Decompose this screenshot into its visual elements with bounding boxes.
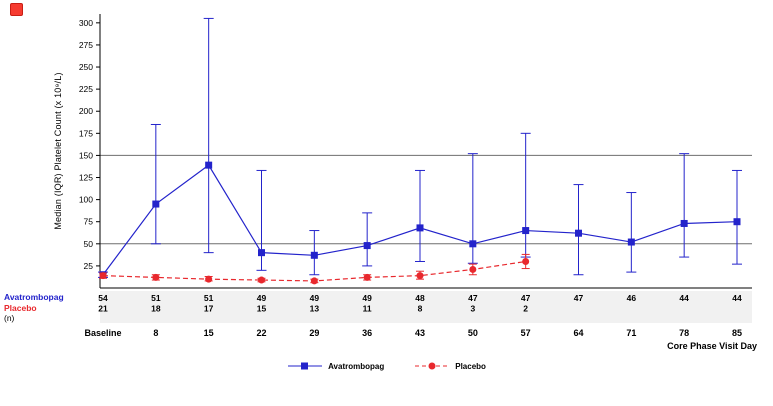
n-value: 21 xyxy=(98,304,108,314)
y-tick-label: 125 xyxy=(79,173,93,183)
n-table-band xyxy=(100,291,752,323)
broken-image-icon xyxy=(10,3,23,16)
n-value: 18 xyxy=(151,304,161,314)
n-value: 47 xyxy=(574,293,584,303)
n-value: 15 xyxy=(257,304,267,314)
y-tick-label: 150 xyxy=(79,150,93,160)
n-value: 51 xyxy=(151,293,161,303)
x-tick-label: Baseline xyxy=(84,328,121,338)
n-value: 49 xyxy=(310,293,320,303)
marker-square xyxy=(205,161,213,169)
x-tick-label: 43 xyxy=(415,328,425,338)
marker-square xyxy=(627,238,635,246)
n-value: 2 xyxy=(523,304,528,314)
legend-item-avatrombopag: Avatrombopag xyxy=(287,361,384,371)
y-tick-label: 225 xyxy=(79,84,93,94)
x-tick-label: 15 xyxy=(204,328,214,338)
marker-circle xyxy=(152,273,160,281)
marker-square xyxy=(310,251,318,259)
y-tick-label: 275 xyxy=(79,40,93,50)
marker-circle xyxy=(469,265,477,273)
marker-square xyxy=(363,242,371,250)
n-value: 44 xyxy=(679,293,689,303)
series-label-placebo: Placebo xyxy=(4,302,37,313)
y-axis-title: Median (IQR) Platelet Count (x 10⁹/L) xyxy=(53,72,63,230)
marker-circle xyxy=(363,273,371,281)
legend-item-placebo: Placebo xyxy=(414,361,486,371)
marker-square xyxy=(416,224,424,232)
x-axis-title: Core Phase Visit Day xyxy=(667,341,757,351)
marker-square xyxy=(733,218,741,226)
n-value: 3 xyxy=(470,304,475,314)
y-tick-label: 50 xyxy=(84,239,94,249)
n-value: 13 xyxy=(310,304,320,314)
y-tick-label: 250 xyxy=(79,62,93,72)
n-table-label: (n) xyxy=(4,313,15,323)
x-tick-label: 8 xyxy=(153,328,158,338)
x-tick-label: 22 xyxy=(256,328,266,338)
legend-circle-marker xyxy=(428,362,436,370)
legend-label-avatrombopag: Avatrombopag xyxy=(328,361,385,371)
n-value: 49 xyxy=(362,293,372,303)
marker-circle xyxy=(258,276,265,284)
legend-marker-avatrombopag xyxy=(288,362,323,370)
legend: Avatrombopag Placebo xyxy=(0,361,773,371)
n-value: 48 xyxy=(415,293,425,303)
n-value: 51 xyxy=(204,293,214,303)
marker-square xyxy=(258,249,265,257)
n-value: 47 xyxy=(468,293,478,303)
legend-square-marker xyxy=(301,362,309,370)
y-tick-label: 100 xyxy=(79,195,93,205)
y-tick-label: 75 xyxy=(84,217,94,227)
y-tick-label: 300 xyxy=(79,18,93,28)
marker-circle xyxy=(205,275,213,283)
y-tick-label: 200 xyxy=(79,106,93,116)
marker-square xyxy=(522,227,530,235)
n-value: 54 xyxy=(98,293,108,303)
x-tick-label: 36 xyxy=(362,328,372,338)
marker-circle xyxy=(416,272,424,280)
marker-square xyxy=(469,240,477,248)
legend-marker-placebo xyxy=(415,362,450,370)
y-tick-label: 25 xyxy=(84,261,94,271)
n-value: 44 xyxy=(732,293,742,303)
series-label-avatrombopag: Avatrombopag xyxy=(4,292,64,302)
marker-circle xyxy=(99,272,107,280)
legend-label-placebo: Placebo xyxy=(455,361,486,371)
marker-square xyxy=(680,219,688,227)
x-tick-label: 71 xyxy=(626,328,636,338)
n-value: 46 xyxy=(627,293,637,303)
x-tick-label: 85 xyxy=(732,328,742,338)
n-value: 17 xyxy=(204,304,214,314)
x-tick-label: 64 xyxy=(573,328,583,338)
n-value: 47 xyxy=(521,293,531,303)
marker-square xyxy=(575,229,582,237)
marker-circle xyxy=(522,257,530,265)
y-tick-label: 175 xyxy=(79,128,93,138)
marker-circle xyxy=(310,277,318,285)
n-value: 8 xyxy=(418,304,423,314)
x-tick-label: 78 xyxy=(679,328,689,338)
n-value: 49 xyxy=(257,293,267,303)
marker-square xyxy=(152,200,160,208)
x-tick-label: 57 xyxy=(521,328,531,338)
x-tick-label: 29 xyxy=(309,328,319,338)
n-value: 11 xyxy=(363,304,372,314)
x-tick-label: 50 xyxy=(468,328,478,338)
